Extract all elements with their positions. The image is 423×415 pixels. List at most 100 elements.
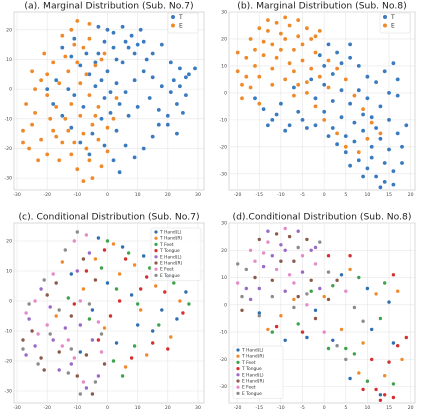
- scatter-point: [369, 120, 374, 125]
- scatter-point: [60, 45, 65, 50]
- scatter-point: [90, 122, 95, 127]
- scatter-point: [63, 116, 68, 121]
- scatter-point: [270, 118, 275, 122]
- scatter-point: [30, 329, 34, 333]
- scatter-point: [45, 293, 49, 297]
- scatter-point: [157, 323, 161, 327]
- scatter-point: [156, 122, 161, 127]
- scatter-point: [69, 27, 74, 32]
- scatter-point: [141, 69, 146, 74]
- scatter-point: [253, 275, 257, 280]
- scatter-point: [361, 112, 365, 117]
- scatter-point: [257, 26, 262, 31]
- scatter-point: [292, 259, 296, 263]
- scatter-point: [120, 24, 125, 29]
- scatter-point: [292, 47, 296, 52]
- scatter-point: [87, 93, 92, 97]
- legend-marker: [154, 255, 158, 259]
- scatter-point: [270, 294, 274, 299]
- scatter-point: [261, 107, 266, 111]
- scatter-point: [387, 360, 391, 364]
- scatter-point: [266, 123, 270, 128]
- scatter-point: [339, 61, 344, 66]
- scatter-point: [117, 272, 122, 276]
- legend-label: E Hand(R): [242, 379, 264, 385]
- legend-label: E: [391, 23, 395, 30]
- scatter-point: [84, 146, 89, 151]
- scatter-point: [283, 289, 287, 293]
- scatter-point: [335, 278, 339, 282]
- scatter-point: [274, 55, 279, 60]
- scatter-point: [63, 248, 67, 252]
- y-tick-label: 20: [6, 27, 12, 33]
- scatter-point: [21, 347, 25, 351]
- scatter-point: [287, 273, 292, 277]
- scatter-point: [102, 326, 107, 330]
- scatter-point: [257, 311, 261, 315]
- scatter-point: [313, 245, 318, 250]
- scatter-point: [132, 344, 137, 348]
- scatter-point: [326, 270, 331, 274]
- x-tick-label: 5: [344, 192, 347, 198]
- scatter-point: [27, 146, 31, 151]
- scatter-point: [326, 297, 331, 302]
- x-tick-label: -15: [256, 405, 264, 411]
- chart-panel-4: (d).Conditional Distribution (Sub. No.8)…: [219, 212, 416, 411]
- legend-marker: [383, 15, 387, 19]
- series-e-hand-r-: [240, 232, 339, 321]
- scatter-point: [117, 102, 122, 106]
- plot-area: [228, 11, 416, 191]
- scatter-point: [184, 75, 188, 80]
- scatter-point: [344, 357, 348, 362]
- scatter-point: [257, 101, 262, 106]
- scatter-point: [36, 158, 40, 163]
- scatter-point: [365, 74, 370, 79]
- scatter-point: [361, 319, 365, 323]
- legend-label: E Feet: [160, 267, 174, 273]
- scatter-point: [159, 84, 164, 89]
- scatter-point: [378, 393, 383, 397]
- scatter-point: [313, 123, 318, 128]
- scatter-point: [313, 34, 318, 39]
- scatter-point: [305, 26, 309, 31]
- scatter-point: [90, 131, 95, 136]
- y-tick-label: -10: [219, 117, 227, 123]
- scatter-point: [81, 257, 86, 261]
- scatter-point: [339, 88, 344, 93]
- scatter-point: [348, 254, 352, 258]
- scatter-point: [248, 297, 253, 302]
- scatter-point: [300, 254, 305, 258]
- legend-box: [379, 12, 411, 34]
- scatter-point: [99, 266, 104, 270]
- scatter-point: [317, 53, 322, 58]
- scatter-point: [102, 96, 107, 100]
- scatter-point: [66, 371, 71, 375]
- y-tick-label: -30: [219, 384, 227, 390]
- scatter-point: [178, 299, 182, 303]
- scatter-point: [361, 387, 365, 392]
- scatter-point: [365, 286, 370, 291]
- scatter-point: [248, 248, 253, 252]
- scatter-point: [383, 374, 387, 378]
- y-tick-label: 20: [221, 248, 227, 254]
- panel-title: (b). Marginal Distribution (Sub. No.8): [237, 1, 406, 12]
- scatter-point: [335, 344, 339, 348]
- scatter-point: [87, 251, 92, 255]
- scatter-point: [313, 262, 318, 266]
- scatter-point: [168, 90, 173, 94]
- x-tick-label: -10: [277, 405, 285, 411]
- scatter-point: [326, 58, 331, 63]
- scatter-point: [187, 72, 191, 77]
- scatter-point: [57, 368, 61, 372]
- y-tick-label: -10: [4, 116, 12, 122]
- series-e: [21, 19, 119, 184]
- scatter-point: [144, 57, 149, 62]
- legend-label: E Feet: [242, 385, 256, 391]
- series-t: [253, 42, 409, 190]
- scatter-point: [261, 251, 266, 255]
- x-tick-label: 30: [195, 192, 201, 198]
- scatter-point: [326, 346, 331, 351]
- scatter-point: [357, 371, 361, 375]
- scatter-point: [382, 180, 387, 184]
- scatter-point: [129, 33, 134, 38]
